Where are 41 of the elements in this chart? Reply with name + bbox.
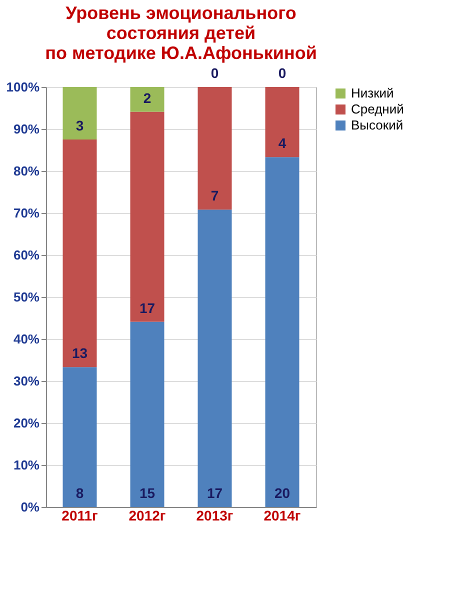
annotation: 15 (139, 485, 156, 501)
x-tick-label: 2013г (196, 508, 234, 524)
bar (130, 87, 164, 112)
bar (198, 87, 232, 210)
legend-label: Низкий (351, 86, 394, 100)
annotation: 2 (143, 90, 152, 106)
y-tick-label: 10% (13, 458, 40, 472)
y-tick-label: 90% (13, 122, 40, 136)
bar (198, 210, 232, 507)
annotation: 7 (210, 188, 219, 204)
annotation: 20 (274, 485, 290, 501)
annotation: 8 (76, 485, 84, 501)
y-tick-label: 50% (13, 290, 40, 304)
bar (62, 140, 97, 368)
y-tick-label: 80% (13, 164, 40, 178)
y-tick-label: 0% (20, 500, 40, 514)
bar (265, 87, 300, 158)
x-tick-label: 2012г (128, 508, 166, 524)
annotation: 0 (210, 65, 219, 81)
x-tick-label: 2011г (62, 508, 98, 524)
bar (62, 87, 97, 140)
y-tick-label: 30% (13, 374, 40, 388)
legend-label: Высокий (351, 118, 404, 132)
annotation: 13 (72, 345, 88, 362)
y-tick-label: 70% (13, 206, 40, 220)
y-tick-label: 40% (13, 332, 40, 346)
y-tick-label: 20% (13, 416, 40, 430)
chart-title: Уровень эмоционального состояния детей по методике Ю.А.Афонькиной (45, 3, 317, 63)
bar (130, 322, 164, 507)
legend-label: Средний (351, 102, 404, 116)
x-tick-label: 2014г (264, 508, 301, 524)
annotation: 3 (76, 118, 84, 134)
annotation: 17 (206, 485, 223, 501)
y-tick-label: 100% (6, 80, 40, 94)
y-tick-label: 60% (13, 248, 40, 262)
bar (62, 367, 97, 507)
annotation: 0 (278, 65, 286, 81)
annotation: 4 (278, 135, 286, 152)
annotation: 17 (139, 300, 156, 316)
bar (130, 112, 164, 322)
bar (265, 157, 300, 507)
